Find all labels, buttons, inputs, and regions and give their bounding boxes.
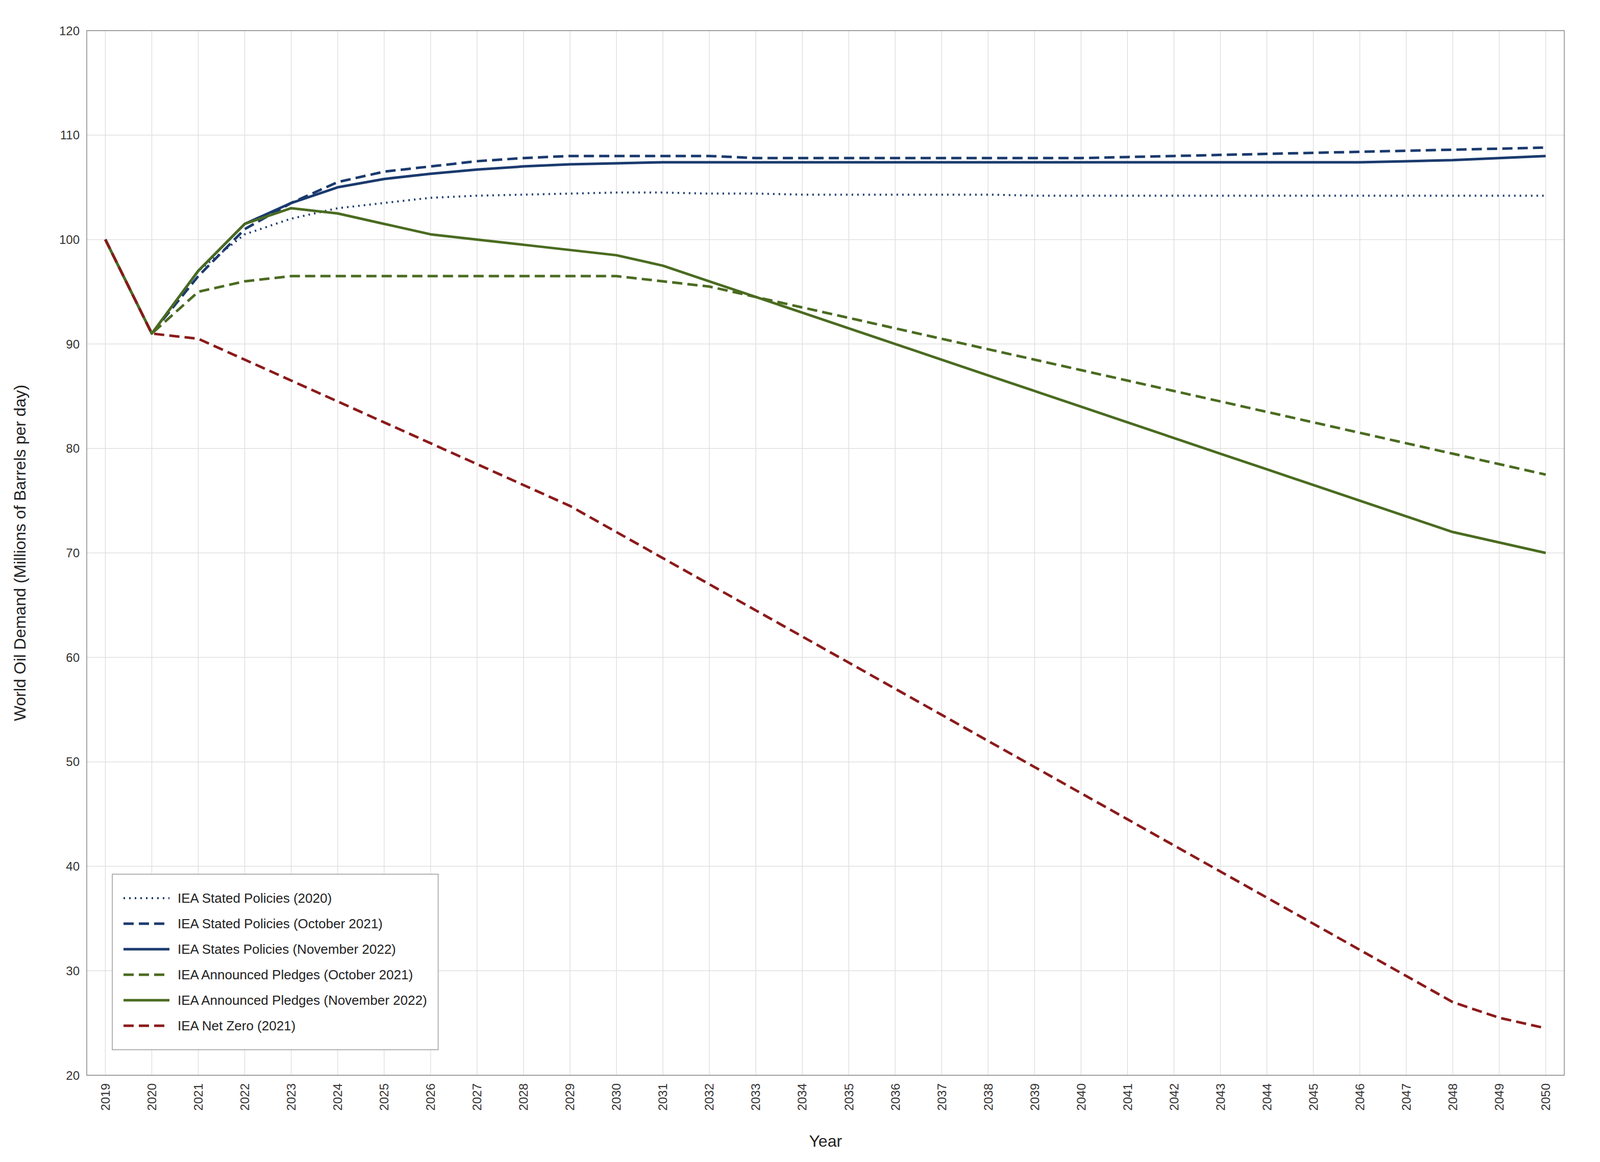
legend-swatch	[123, 897, 170, 900]
lines	[105, 147, 1546, 1029]
x-tick-label: 2022	[237, 1083, 252, 1111]
legend-frame	[112, 874, 439, 1050]
y-tick-label: 50	[65, 754, 80, 769]
y-tick-label: 100	[59, 232, 80, 247]
grid	[86, 30, 1565, 1076]
y-grid-line	[86, 761, 1565, 763]
y-grid-line	[86, 343, 1565, 345]
series-line	[105, 208, 1546, 554]
x-tick-label: 2019	[98, 1083, 113, 1111]
x-tick-label: 2023	[284, 1083, 299, 1111]
legend-swatch	[123, 1024, 170, 1028]
x-tick-label: 2025	[377, 1083, 391, 1111]
x-tick-label: 2029	[562, 1083, 577, 1111]
x-tick-label: 2050	[1538, 1083, 1553, 1111]
x-tick-label: 2021	[191, 1083, 206, 1111]
x-tick-label: 2028	[516, 1083, 531, 1111]
y-grid-line	[86, 552, 1565, 554]
x-tick-label: 2026	[423, 1083, 438, 1111]
x-tick-label: 2037	[934, 1083, 949, 1111]
legend-label: IEA Stated Policies (October 2021)	[177, 916, 383, 932]
x-tick-label: 2031	[655, 1083, 670, 1111]
y-grid-line	[86, 448, 1565, 450]
legend-swatch	[123, 999, 170, 1002]
legend-swatch	[123, 973, 170, 977]
y-tick-label: 60	[65, 650, 80, 665]
x-tick-label: 2045	[1306, 1083, 1321, 1111]
plot-frame	[86, 30, 1565, 1076]
x-tick-label: 2034	[795, 1083, 809, 1111]
y-grid-line	[86, 134, 1565, 136]
axes: 2019 2020 2021 2022 2023 2024 2025 2026 2027 2028…	[10, 23, 1565, 1151]
x-tick-label: 2036	[888, 1083, 903, 1111]
legend: IEA Stated Policies (2020) IEA Stated Pol…	[112, 874, 439, 1050]
y-grid-line	[86, 239, 1565, 241]
legend-label: IEA States Policies (November 2022)	[177, 941, 397, 957]
x-tick-label: 2040	[1074, 1083, 1089, 1111]
y-tick-label: 30	[65, 964, 80, 978]
x-tick-label: 2041	[1120, 1083, 1135, 1111]
y-tick-label: 110	[60, 128, 80, 142]
x-axis-label: Year	[808, 1131, 843, 1151]
x-tick-label: 2043	[1213, 1083, 1228, 1111]
series-line	[105, 239, 1546, 475]
x-tick-label: 2033	[748, 1083, 763, 1111]
y-tick-label: 40	[65, 859, 80, 874]
x-tick-label: 2030	[609, 1083, 624, 1111]
background	[0, 0, 1600, 1162]
x-tick-label: 2038	[981, 1083, 996, 1111]
x-tick-label: 2046	[1352, 1083, 1367, 1111]
y-grid-line	[86, 656, 1565, 658]
x-tick-label: 2042	[1167, 1083, 1181, 1111]
legend-label: IEA Announced Pledges (November 2022)	[177, 992, 428, 1008]
x-tick-label: 2044	[1260, 1083, 1274, 1111]
y-tick-label: 70	[65, 546, 80, 560]
y-tick-label: 120	[59, 23, 80, 38]
x-tick-label: 2027	[470, 1083, 484, 1111]
y-grid-line	[86, 866, 1565, 868]
chart: 2019 2020 2021 2022 2023 2024 2025 2026 2027 2028…	[0, 0, 1600, 1162]
x-tick-label: 2048	[1445, 1083, 1460, 1111]
x-tick-label: 2032	[702, 1083, 717, 1111]
legend-label: IEA Announced Pledges (October 2021)	[177, 967, 413, 983]
x-tick-label: 2035	[842, 1083, 856, 1111]
x-tick-label: 2024	[330, 1083, 345, 1111]
y-axis-label: World Oil Demand (Millions of Barrels pe…	[10, 384, 30, 722]
y-tick-label: 80	[65, 441, 80, 456]
legend-label: IEA Stated Policies (2020)	[177, 890, 332, 906]
series-line	[105, 147, 1546, 334]
x-tick-label: 2020	[144, 1083, 159, 1111]
y-tick-label: 20	[65, 1068, 80, 1083]
x-tick-label: 2047	[1399, 1083, 1414, 1111]
y-tick-label: 90	[65, 337, 80, 352]
legend-swatch	[123, 948, 170, 951]
x-tick-label: 2039	[1027, 1083, 1042, 1111]
series-line	[105, 156, 1546, 334]
legend-swatch	[123, 922, 170, 926]
legend-label: IEA Net Zero (2021)	[177, 1018, 296, 1034]
x-tick-label: 2049	[1492, 1083, 1507, 1111]
